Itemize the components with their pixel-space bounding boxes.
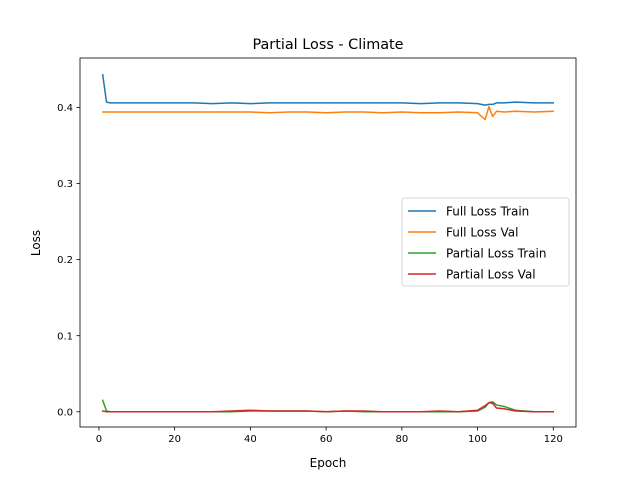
x-tick-label: 40 (244, 434, 257, 445)
series-line-1 (101, 73, 555, 106)
y-axis-label: Loss (29, 230, 43, 256)
axes-frame (79, 57, 577, 428)
series-line-2 (101, 105, 555, 121)
x-tick-label: 0 (96, 434, 102, 445)
x-tick-label: 100 (468, 434, 487, 445)
y-axis: 0.0 0.1 0.2 0.3 0.4 (57, 103, 80, 418)
y-tick-label: 0.2 (57, 255, 73, 266)
y-tick-label: 0.0 (57, 407, 73, 418)
legend-label: Full Loss Train (446, 205, 529, 219)
x-tick-label: 20 (168, 434, 181, 445)
x-axis: 0 20 40 60 80 100 120 (96, 427, 563, 445)
plot-area (101, 73, 555, 413)
series-line-4 (101, 401, 555, 413)
x-tick-label: 60 (320, 434, 333, 445)
y-tick-label: 0.4 (57, 103, 73, 114)
legend-label: Partial Loss Train (446, 247, 546, 261)
chart-title: Partial Loss - Climate (252, 37, 403, 53)
legend-box (401, 197, 570, 287)
legend-label: Full Loss Val (446, 226, 518, 240)
x-tick-label: 120 (544, 434, 563, 445)
y-tick-label: 0.1 (57, 331, 73, 342)
legend: Full Loss Train Full Loss Val Partial Loss… (401, 197, 570, 287)
x-axis-label: Epoch (310, 456, 347, 470)
y-tick-label: 0.3 (57, 179, 73, 190)
legend-label: Partial Loss Val (446, 268, 536, 282)
x-tick-label: 80 (395, 434, 408, 445)
